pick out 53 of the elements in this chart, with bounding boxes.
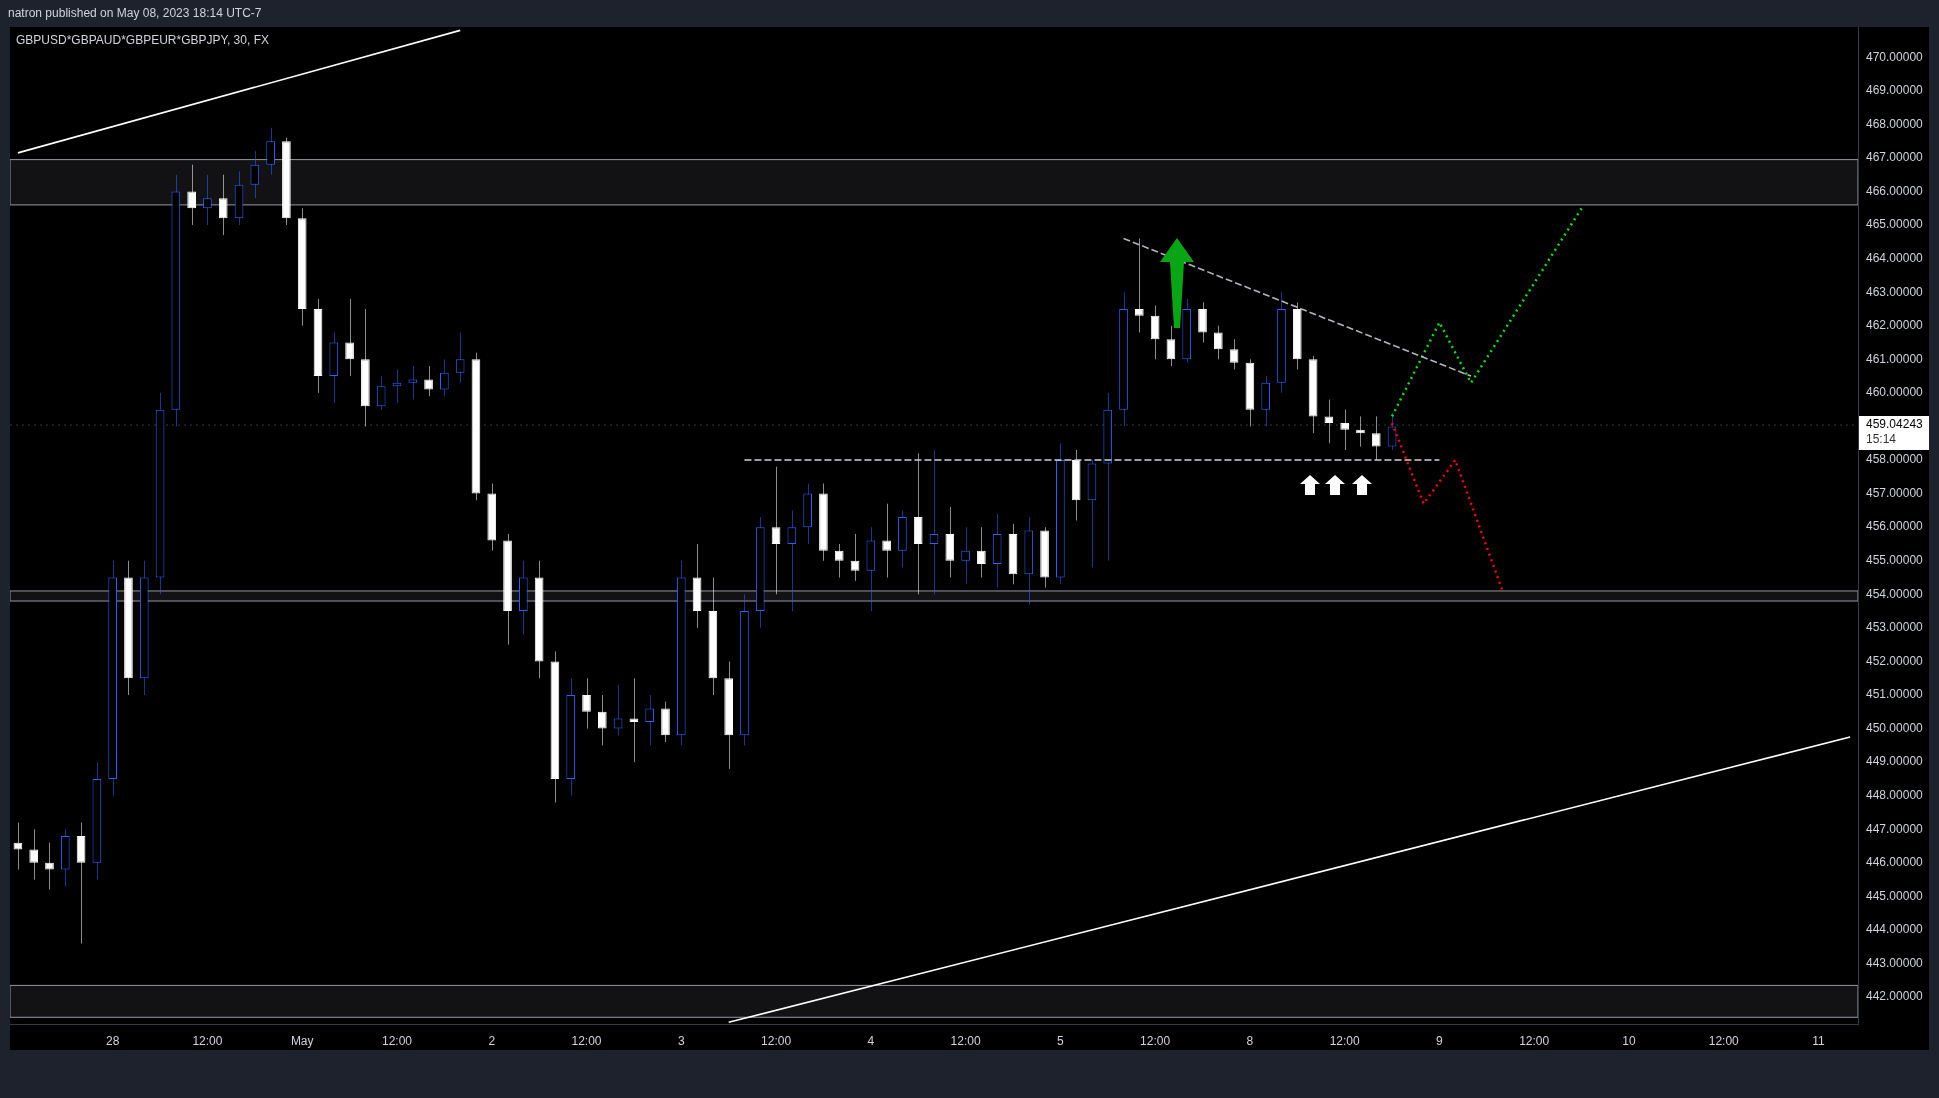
x-tick-label: 12:00 xyxy=(381,1033,413,1048)
line-series xyxy=(1390,207,1583,418)
y-tick-label: 442.00000 xyxy=(1866,989,1924,1004)
x-tick-label: 12:00 xyxy=(1708,1033,1740,1048)
y-tick-label: 454.00000 xyxy=(1866,586,1924,601)
y-tick-label: 450.00000 xyxy=(1866,720,1924,735)
x-tick-label: 10 xyxy=(1622,1033,1636,1048)
y-tick-label: 468.00000 xyxy=(1866,116,1924,131)
x-tick-label: 28 xyxy=(105,1033,120,1048)
y-tick-label: 464.00000 xyxy=(1866,250,1924,265)
y-tick-label: 443.00000 xyxy=(1866,955,1924,970)
text: 15:14 xyxy=(1866,432,1897,447)
y-tick-label: 469.00000 xyxy=(1866,83,1924,98)
y-tick-label: 467.00000 xyxy=(1866,150,1924,165)
text: GBPUSD*GBPAUD*GBPEUR*GBPJPY, 30, FX xyxy=(16,33,269,48)
y-tick-label: 447.00000 xyxy=(1866,821,1924,836)
x-tick-label: 4 xyxy=(867,1033,875,1048)
line-series xyxy=(1390,421,1504,593)
y-tick-label: 448.00000 xyxy=(1866,788,1924,803)
y-tick-label: 452.00000 xyxy=(1866,653,1924,668)
y-tick-label: 461.00000 xyxy=(1866,351,1924,366)
x-tick-label: 12:00 xyxy=(950,1033,981,1048)
text: natron published on May 08, 2023 18:14 UTC-7 xyxy=(8,6,262,20)
x-tick-label: 8 xyxy=(1246,1033,1254,1048)
y-tick-label: 466.00000 xyxy=(1866,183,1924,198)
y-tick-label: 462.00000 xyxy=(1866,318,1924,333)
x-tick-label: 12:00 xyxy=(1140,1033,1171,1048)
ref-line-label: 459.04243 xyxy=(1866,417,1924,432)
x-tick-label: 5 xyxy=(1057,1033,1065,1048)
y-tick-label: 444.00000 xyxy=(1866,922,1924,937)
y-tick-label: 449.00000 xyxy=(1866,754,1924,769)
x-tick-label: 3 xyxy=(677,1033,685,1048)
y-tick-label: 456.00000 xyxy=(1866,519,1924,534)
y-tick-label: 458.00000 xyxy=(1866,452,1924,467)
x-tick-label: 12:00 xyxy=(761,1033,792,1048)
x-tick-label: 2 xyxy=(488,1033,496,1048)
x-tick-label: 11 xyxy=(1812,1033,1826,1048)
y-tick-label: 451.00000 xyxy=(1866,687,1924,702)
y-tick-label: 470.00000 xyxy=(1866,49,1924,64)
x-tick-label: 12:00 xyxy=(192,1033,223,1048)
y-tick-label: 460.00000 xyxy=(1866,385,1924,400)
y-tick-label: 446.00000 xyxy=(1866,855,1924,870)
x-tick-label: May xyxy=(290,1033,314,1048)
y-tick-label: 455.00000 xyxy=(1866,553,1924,568)
y-tick-label: 465.00000 xyxy=(1866,217,1924,232)
y-tick-label: 463.00000 xyxy=(1866,284,1924,299)
y-tick-label: 445.00000 xyxy=(1866,888,1924,903)
x-tick-label: 9 xyxy=(1436,1033,1444,1048)
y-tick-label: 453.00000 xyxy=(1866,620,1924,635)
y-tick-label: 457.00000 xyxy=(1866,485,1924,500)
x-tick-label: 12:00 xyxy=(1329,1033,1361,1048)
x-tick-label: 12:00 xyxy=(571,1033,602,1048)
x-tick-label: 12:00 xyxy=(1519,1033,1550,1048)
